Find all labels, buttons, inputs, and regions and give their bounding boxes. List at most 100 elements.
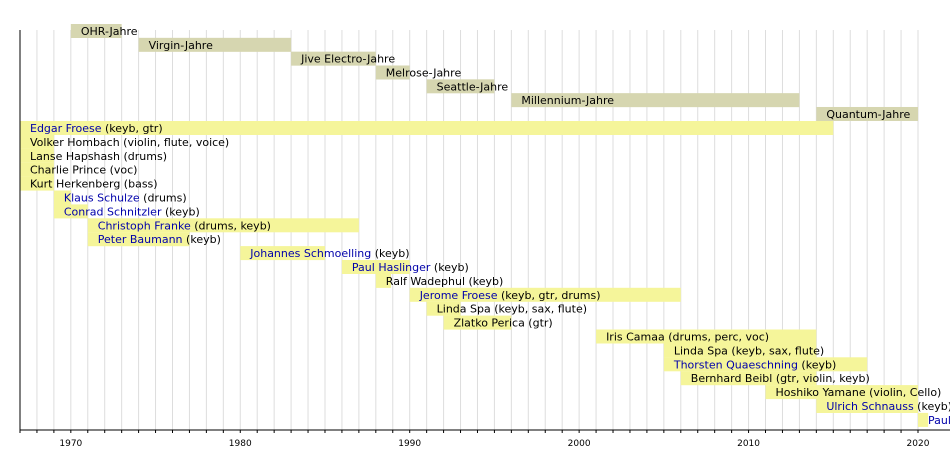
- member-name: Kurt Herkenberg: [30, 178, 120, 191]
- era-bar: [816, 106, 918, 121]
- member-name-link[interactable]: Thorsten Quaeschning: [673, 358, 798, 371]
- member-label[interactable]: Jerome Froese (keyb, gtr, drums): [419, 289, 601, 302]
- member-name-link[interactable]: Klaus Schulze: [64, 192, 140, 205]
- member-bar: [680, 371, 817, 386]
- member-label[interactable]: Peter Baumann (keyb): [98, 233, 221, 246]
- era-label: Jive Electro-Jahre: [300, 53, 395, 66]
- member-label: Kurt Herkenberg (bass): [30, 178, 158, 191]
- member-label[interactable]: Conrad Schnitzler (keyb): [64, 205, 200, 218]
- member-name: Charlie Prince: [30, 164, 106, 177]
- member-role: (bass): [120, 178, 157, 191]
- era-bar: [70, 24, 122, 38]
- era-bar: [375, 65, 410, 80]
- member-name-link[interactable]: Edgar Froese: [30, 122, 102, 135]
- member-bar: [87, 232, 190, 247]
- member-name-link[interactable]: Christoph Franke: [98, 219, 191, 232]
- member-label: Iris Camaa (drums, perc, voc): [606, 331, 769, 344]
- member-label[interactable]: Klaus Schulze (drums): [64, 192, 187, 205]
- member-bar: [20, 134, 54, 149]
- member-label: Ralf Wadephul (keyb): [386, 275, 504, 288]
- member-label[interactable]: Paul Haslinger (keyb): [352, 261, 469, 274]
- x-axis: 1970 1980 1990 2000 2010 2020: [19, 30, 950, 449]
- member-name-link[interactable]: Johannes Schmoelling: [249, 247, 371, 260]
- member-bar: [409, 287, 681, 302]
- era-label: Virgin-Jahre: [149, 39, 213, 52]
- era-bar: [426, 79, 495, 94]
- member-role: (keyb): [465, 275, 503, 288]
- member-name: Bernhard Beibl: [691, 372, 773, 385]
- member-name: Linda Spa: [674, 344, 728, 357]
- era-label: Millennium-Jahre: [521, 94, 614, 107]
- member-role: (violin, flute, voice): [120, 136, 230, 149]
- member-name-link[interactable]: Peter Baumann: [98, 233, 183, 246]
- member-label: Volker Hombach (violin, flute, voice): [30, 136, 229, 149]
- member-label[interactable]: Edgar Froese (keyb, gtr): [30, 122, 163, 135]
- member-role: (keyb): [161, 205, 199, 218]
- member-role: (drums, perc, voc): [665, 331, 769, 344]
- member-name: Zlatko Perica: [454, 317, 525, 330]
- x-tick-label: 1970: [59, 439, 82, 449]
- member-name: Ralf Wadephul: [386, 275, 465, 288]
- member-name-link[interactable]: Jerome Froese: [419, 289, 498, 302]
- member-bar: [663, 357, 868, 372]
- member-name-link[interactable]: Paul Frick: [928, 414, 950, 427]
- era-label: Quantum-Jahre: [826, 108, 910, 121]
- member-label: Zlatko Perica (gtr): [454, 317, 553, 330]
- member-bar: [596, 329, 817, 344]
- era-label: Melrose-Jahre: [386, 66, 462, 79]
- member-name-link[interactable]: Ulrich Schnauss: [826, 400, 914, 413]
- x-tick-label: 2020: [907, 439, 930, 449]
- member-bar: [20, 121, 834, 135]
- member-name: Linda Spa: [437, 303, 491, 316]
- member-bar: [341, 260, 410, 274]
- member-label: Linda Spa (keyb, sax, flute): [674, 344, 824, 357]
- member-role: (keyb, gtr): [101, 122, 162, 135]
- member-bar: [918, 412, 929, 427]
- era-bar: [291, 51, 376, 66]
- member-label: Lanse Hapshash (drums): [30, 150, 167, 163]
- member-role: (keyb, gtr, drums): [498, 289, 601, 302]
- member-role: (keyb): [371, 247, 409, 260]
- member-bar: [816, 399, 918, 413]
- member-bar: [20, 162, 54, 177]
- member-role: (keyb, sax, flute): [491, 303, 587, 316]
- member-label[interactable]: Thorsten Quaeschning (keyb): [673, 358, 836, 371]
- member-role: (gtr): [525, 317, 553, 330]
- member-label[interactable]: Johannes Schmoelling (keyb): [249, 247, 409, 260]
- era-label: Seattle-Jahre: [437, 80, 509, 93]
- member-label: Hoshiko Yamane (violin, Cello): [776, 386, 942, 399]
- member-name: Volker Hombach: [30, 136, 120, 149]
- member-role: (keyb): [914, 400, 950, 413]
- member-bar: [53, 190, 71, 205]
- member-role: (gtr, violin, keyb): [772, 372, 870, 385]
- x-tick-label: 1990: [398, 439, 421, 449]
- member-label[interactable]: Ulrich Schnauss (keyb): [826, 400, 950, 413]
- member-label: Linda Spa (keyb, sax, flute): [437, 303, 587, 316]
- member-role: (violin, Cello): [866, 386, 942, 399]
- x-tick-label: 2010: [737, 439, 760, 449]
- era-bar: [511, 93, 800, 108]
- member-role: (keyb): [430, 261, 468, 274]
- member-role: (voc): [106, 164, 137, 177]
- member-name-link[interactable]: Conrad Schnitzler: [64, 205, 162, 218]
- member-name-link[interactable]: Paul Haslinger: [352, 261, 431, 274]
- member-bar: [240, 246, 325, 261]
- member-bar: [443, 315, 512, 330]
- era-bar: [138, 37, 292, 52]
- x-tick-label: 2000: [568, 439, 591, 449]
- member-role: (keyb): [798, 358, 836, 371]
- member-bar: [87, 218, 359, 233]
- member-role: (drums, keyb): [191, 219, 271, 232]
- member-name: Hoshiko Yamane: [776, 386, 866, 399]
- member-role: (drums): [140, 192, 187, 205]
- member-role: (keyb): [183, 233, 221, 246]
- member-label: Charlie Prince (voc): [30, 164, 137, 177]
- member-label[interactable]: Christoph Franke (drums, keyb): [98, 219, 271, 232]
- member-role: (keyb, sax, flute): [728, 344, 824, 357]
- member-layer: Edgar Froese (keyb, gtr)Volker Hombach (…: [20, 121, 950, 427]
- member-bar: [53, 204, 88, 219]
- member-bar: [426, 301, 461, 316]
- member-label[interactable]: Paul Frick (keyb): [928, 414, 950, 427]
- member-role: (drums): [120, 150, 167, 163]
